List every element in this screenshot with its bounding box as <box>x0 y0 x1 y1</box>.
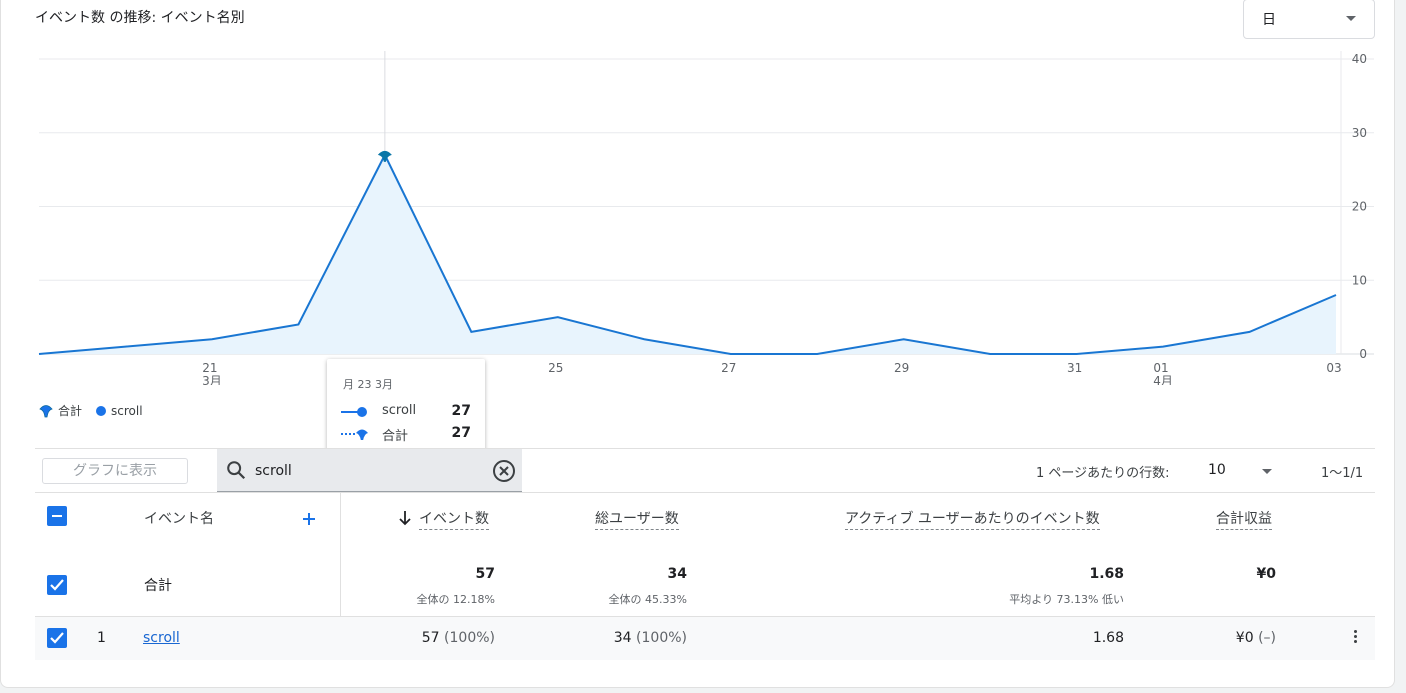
dropdown-caret-icon[interactable] <box>1262 469 1272 474</box>
header-events-per-user-label: アクティブ ユーザーあたりのイベント数 <box>845 511 1100 530</box>
divider <box>35 448 1375 449</box>
rows-per-page-select[interactable]: 10 <box>1208 462 1226 478</box>
check-icon <box>50 579 64 591</box>
dotted-total-marker-icon <box>341 429 368 440</box>
add-dimension-icon[interactable] <box>301 511 317 527</box>
total-marker-icon <box>39 404 53 417</box>
total-row-checkbox[interactable] <box>47 575 67 595</box>
header-events-per-user[interactable]: アクティブ ユーザーあたりのイベント数 <box>845 508 1100 530</box>
sort-down-arrow-icon[interactable] <box>398 510 412 526</box>
total-per-user: 1.68 <box>1089 566 1124 582</box>
x-tick-label: 25 <box>548 361 563 375</box>
plot-rows-button[interactable]: グラフに表示 <box>42 458 188 484</box>
header-total-users-label: 総ユーザー数 <box>595 511 679 530</box>
legend-label-scroll: scroll <box>111 403 143 418</box>
row-checkbox[interactable] <box>47 628 67 648</box>
chart-title: イベント数 の推移: イベント名別 <box>35 10 245 26</box>
table-top-border <box>35 492 1375 493</box>
column-divider <box>340 492 341 660</box>
header-revenue[interactable]: 合計収益 <box>1216 508 1272 530</box>
tooltip-row-scroll: scroll 27 <box>341 403 471 421</box>
row-total-users: 34 (100%) <box>567 630 687 646</box>
y-tick-label: 40 <box>1352 52 1367 66</box>
tooltip-label: 合計 <box>382 429 409 444</box>
line-dot-icon <box>341 407 367 417</box>
x-tick-label: 31 <box>1067 361 1082 375</box>
x-tick-label: 03 <box>1326 361 1341 375</box>
total-event-count: 57 <box>475 566 495 582</box>
indeterminate-icon <box>52 515 62 517</box>
row-event-count-pct: (100%) <box>444 630 495 646</box>
row-event-name-link[interactable]: scroll <box>143 630 180 646</box>
row-total-users-value: 34 <box>613 630 632 646</box>
y-tick-label: 20 <box>1352 200 1367 214</box>
tooltip-date: 月 23 3月 <box>343 378 393 391</box>
row-revenue: ¥0 (–) <box>1156 630 1276 646</box>
x-tick-label: 27 <box>721 361 736 375</box>
row-index: 1 <box>97 630 106 646</box>
total-event-count-share: 全体の 12.18% <box>416 593 495 606</box>
total-users-count: 34 <box>667 566 687 582</box>
granularity-value: 日 <box>1262 12 1276 28</box>
legend-label-total: 合計 <box>58 404 83 418</box>
header-revenue-label: 合計収益 <box>1216 511 1272 530</box>
x-tick-label: 01 <box>1153 361 1168 375</box>
search-box[interactable] <box>217 449 522 492</box>
chart-legend: 合計 scroll <box>39 402 143 419</box>
tooltip-row-total: 合計 27 <box>341 425 471 444</box>
y-tick-label: 0 <box>1359 347 1367 361</box>
x-tick-label: 21 <box>202 361 217 375</box>
tooltip-value: 27 <box>451 425 471 441</box>
x-month-label: 4月 <box>1153 374 1173 385</box>
series-line-scroll <box>38 152 1337 355</box>
select-all-checkbox[interactable] <box>47 506 67 526</box>
row-event-count-value: 57 <box>421 630 440 646</box>
row-event-count: 57 (100%) <box>375 630 495 646</box>
table-row <box>35 616 1375 660</box>
header-total-users[interactable]: 総ユーザー数 <box>595 508 679 530</box>
legend-item-scroll[interactable]: scroll <box>96 404 143 418</box>
total-revenue: ¥0 <box>1256 566 1276 582</box>
header-event-count[interactable]: イベント数 <box>419 508 489 530</box>
more-options-icon[interactable] <box>1354 630 1358 645</box>
granularity-select[interactable]: 日 <box>1243 0 1375 39</box>
tooltip-value: 27 <box>451 403 471 419</box>
series-area <box>39 154 1336 354</box>
clear-search-icon[interactable] <box>492 459 516 483</box>
total-users-share: 全体の 45.33% <box>608 593 687 606</box>
dropdown-caret-icon <box>1346 16 1356 21</box>
check-icon <box>50 632 64 644</box>
search-input[interactable] <box>255 459 475 483</box>
y-tick-label: 10 <box>1352 273 1367 287</box>
chart-tooltip: 月 23 3月 scroll 27 合計 27 <box>327 359 485 462</box>
tooltip-label: scroll <box>382 403 417 418</box>
total-row-label: 合計 <box>144 578 172 594</box>
row-revenue-pct: (–) <box>1258 630 1276 646</box>
row-total-users-pct: (100%) <box>636 630 687 646</box>
line-chart: 01020304021232527293101033月4月 <box>38 51 1374 385</box>
x-month-label: 3月 <box>202 374 222 385</box>
x-tick-label: 29 <box>894 361 909 375</box>
series-dot-icon <box>96 405 107 416</box>
header-event-name: イベント名 <box>144 511 214 527</box>
total-marker-point <box>377 150 392 162</box>
total-per-user-compare: 平均より 73.13% 低い <box>1009 593 1124 606</box>
search-icon <box>227 461 246 480</box>
row-per-user: 1.68 <box>1092 630 1124 646</box>
y-tick-label: 30 <box>1352 126 1367 140</box>
legend-item-total[interactable]: 合計 <box>39 402 82 419</box>
rows-per-page-label: 1 ページあたりの行数: <box>1036 466 1170 481</box>
header-event-count-label: イベント数 <box>419 511 489 530</box>
row-revenue-value: ¥0 <box>1235 630 1254 646</box>
pagination-info: 1〜1/1 <box>1321 466 1364 481</box>
